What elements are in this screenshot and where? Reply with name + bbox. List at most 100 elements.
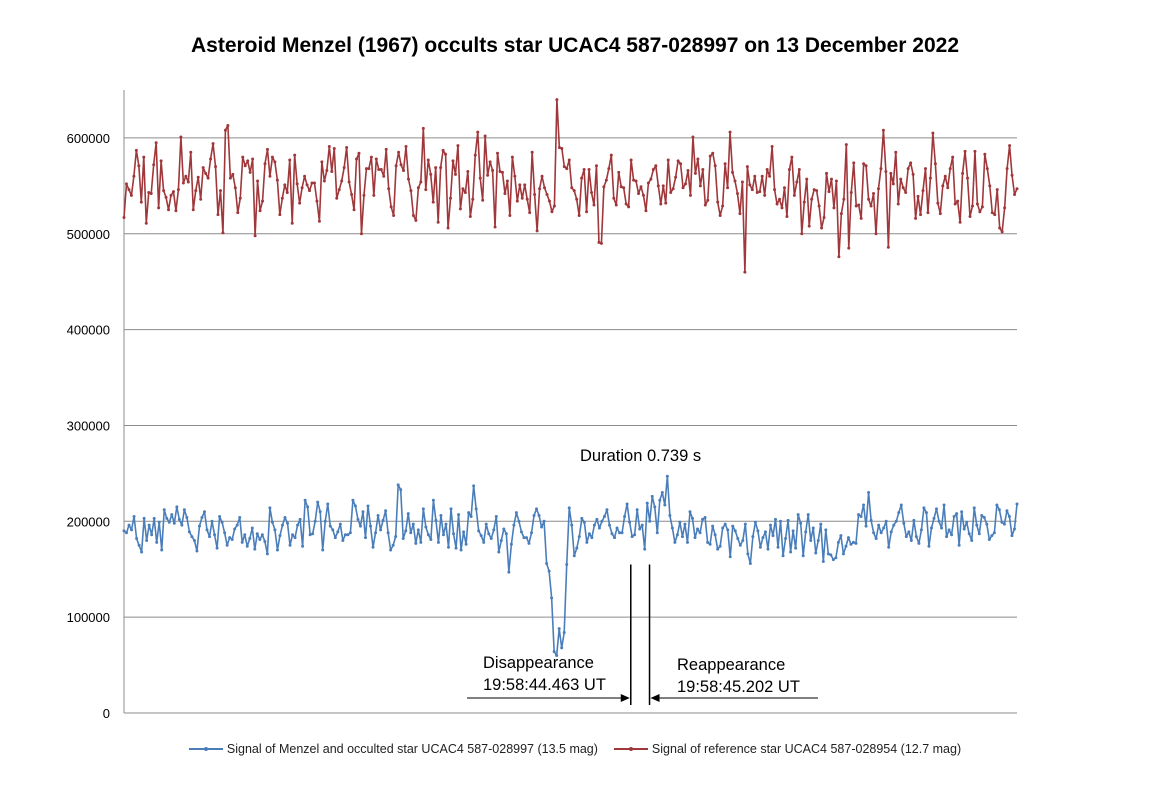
data-point — [902, 521, 906, 525]
data-point — [799, 521, 803, 525]
data-point — [186, 180, 190, 184]
data-point — [827, 190, 831, 194]
data-point — [122, 215, 126, 219]
data-point — [746, 552, 750, 556]
data-point — [179, 135, 183, 139]
data-point — [716, 200, 720, 204]
data-point — [557, 146, 561, 150]
data-point — [483, 134, 487, 138]
data-point — [892, 523, 896, 527]
data-point — [891, 182, 895, 186]
data-point — [345, 146, 349, 150]
series-line-0 — [123, 475, 1018, 657]
data-point — [721, 526, 725, 530]
data-point — [172, 521, 176, 525]
data-point — [872, 192, 876, 196]
data-point — [379, 168, 383, 172]
data-point — [956, 199, 960, 203]
data-point — [580, 176, 584, 180]
data-point — [557, 627, 561, 631]
data-point — [761, 536, 765, 540]
data-point — [142, 155, 146, 159]
data-point — [347, 180, 351, 184]
data-point — [745, 165, 749, 169]
data-point — [781, 554, 785, 558]
data-point — [673, 540, 677, 544]
data-point — [942, 503, 946, 507]
data-point — [386, 531, 390, 535]
data-point — [894, 519, 898, 523]
data-point — [270, 520, 274, 524]
data-point — [367, 167, 371, 171]
data-point — [674, 175, 678, 179]
data-point — [726, 528, 730, 532]
data-point — [376, 514, 380, 518]
data-point — [728, 130, 732, 134]
data-point — [938, 212, 942, 216]
data-point — [444, 522, 448, 526]
data-point — [499, 538, 503, 542]
data-point — [678, 520, 682, 524]
data-point — [708, 154, 712, 158]
data-point — [812, 188, 816, 192]
data-point — [686, 169, 690, 173]
data-point — [708, 542, 712, 546]
data-point — [181, 181, 185, 185]
data-point — [701, 517, 705, 521]
data-point — [543, 186, 547, 190]
data-point — [846, 536, 850, 540]
data-point — [804, 530, 808, 534]
data-point — [454, 546, 458, 550]
data-point — [665, 474, 669, 478]
data-point — [936, 201, 940, 205]
data-point — [622, 186, 626, 190]
data-point — [680, 535, 684, 539]
data-point — [256, 179, 260, 183]
data-point — [957, 543, 961, 547]
data-point — [447, 545, 450, 549]
data-point — [228, 536, 232, 540]
data-point — [382, 174, 386, 178]
reappearance-time: 19:58:45.202 UT — [677, 678, 800, 696]
data-point — [839, 212, 843, 216]
data-point — [240, 540, 244, 544]
data-point — [960, 510, 964, 514]
data-point — [211, 142, 215, 146]
data-point — [814, 551, 818, 555]
data-point — [523, 183, 527, 187]
data-point — [909, 161, 913, 165]
data-point — [651, 168, 655, 172]
series-lines — [122, 98, 1019, 657]
data-point — [897, 511, 901, 515]
data-point — [509, 542, 513, 546]
data-point — [280, 196, 284, 200]
data-point — [807, 224, 811, 228]
data-point — [894, 150, 898, 154]
data-point — [919, 528, 923, 532]
data-point — [562, 630, 566, 634]
data-point — [453, 172, 457, 176]
data-point — [293, 153, 297, 157]
data-point — [306, 505, 310, 509]
data-point — [997, 508, 1001, 512]
data-point — [1000, 520, 1004, 524]
data-point — [147, 191, 151, 195]
data-point — [444, 152, 448, 156]
data-point — [436, 220, 440, 224]
data-point — [325, 169, 329, 173]
data-point — [519, 530, 523, 534]
legend: Signal of Menzel and occulted star UCAC4… — [0, 742, 1150, 756]
duration-annotation: Duration 0.739 s — [580, 447, 702, 465]
data-point — [696, 157, 700, 161]
data-point — [691, 135, 695, 139]
data-point — [291, 533, 295, 537]
data-point — [810, 197, 814, 201]
data-point — [127, 188, 131, 192]
data-point — [794, 546, 798, 550]
data-point — [355, 157, 359, 161]
data-point — [542, 519, 546, 523]
data-point — [567, 506, 571, 510]
data-point — [132, 174, 136, 178]
data-point — [881, 128, 885, 132]
data-point — [468, 215, 472, 219]
